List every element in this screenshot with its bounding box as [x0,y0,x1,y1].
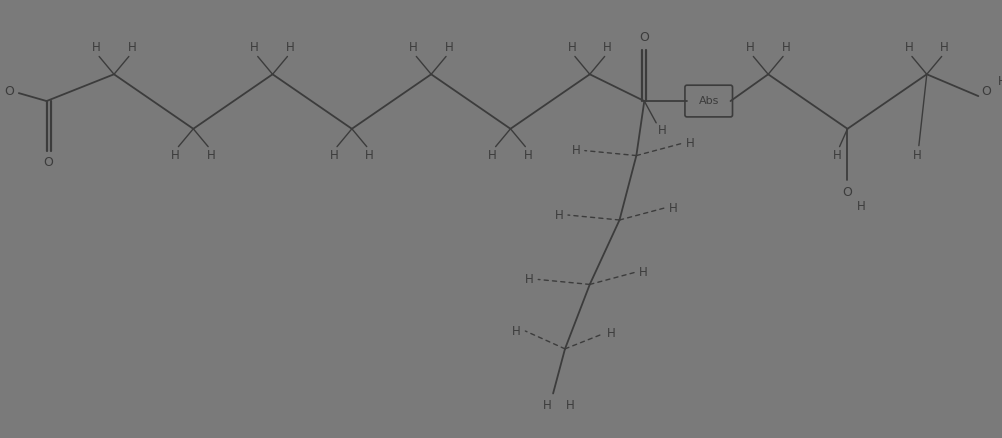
Text: H: H [543,399,551,412]
Text: H: H [92,41,100,54]
Text: H: H [409,41,418,54]
Text: O: O [981,85,991,98]
Text: H: H [250,41,260,54]
Text: H: H [524,149,533,162]
Text: H: H [567,41,576,54]
Text: H: H [639,266,647,279]
Text: H: H [206,149,215,162]
Text: O: O [4,85,14,98]
Text: H: H [782,41,791,54]
Text: H: H [512,325,521,338]
Text: H: H [685,137,694,150]
Text: H: H [940,41,949,54]
FancyBboxPatch shape [685,85,732,117]
Text: H: H [603,41,612,54]
Text: H: H [445,41,453,54]
Text: H: H [330,149,339,162]
Text: H: H [913,149,921,162]
Text: H: H [998,75,1002,88]
Text: H: H [366,149,374,162]
Text: O: O [44,156,53,169]
Text: H: H [668,201,677,215]
Text: H: H [571,144,580,157]
Text: H: H [286,41,295,54]
Text: H: H [905,41,913,54]
Text: O: O [639,31,649,44]
Text: H: H [607,328,616,340]
Text: H: H [834,149,842,162]
Text: H: H [657,124,666,137]
Text: H: H [525,273,534,286]
Text: Abs: Abs [698,96,718,106]
Text: H: H [171,149,179,162]
Text: H: H [555,208,563,222]
Text: H: H [857,200,866,212]
Text: H: H [127,41,136,54]
Text: H: H [565,399,574,412]
Text: H: H [488,149,497,162]
Text: O: O [843,186,853,199]
Text: H: H [745,41,755,54]
